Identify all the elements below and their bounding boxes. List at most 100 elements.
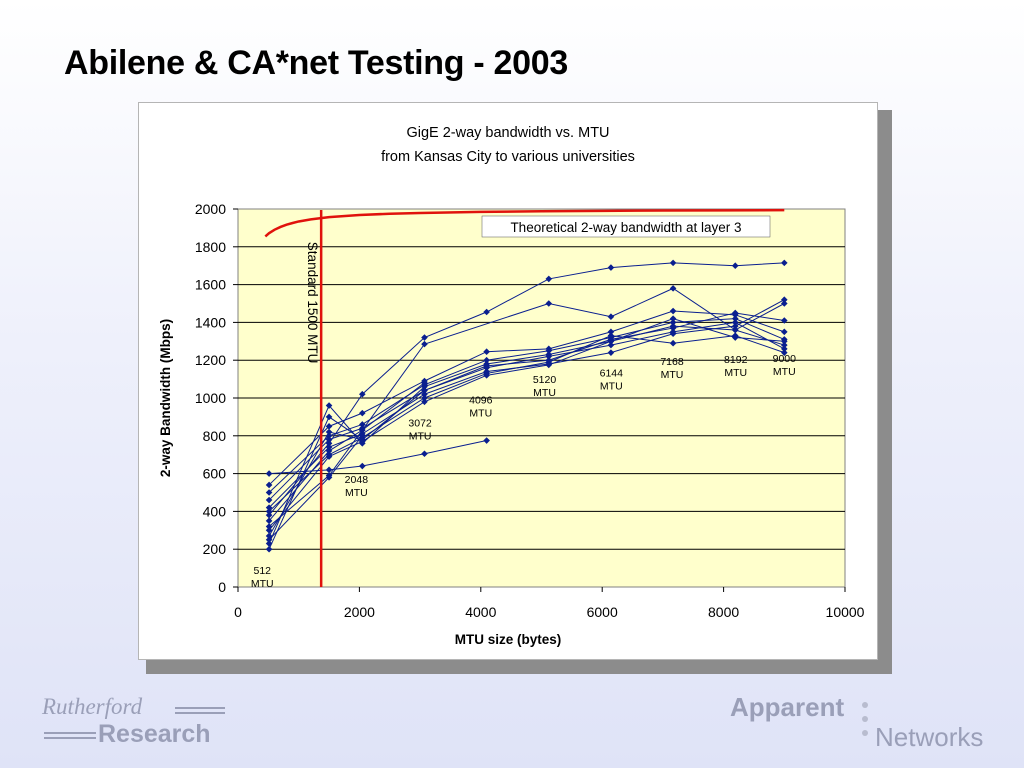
data-point: [545, 361, 553, 369]
data-point: [359, 426, 366, 434]
series-line: [268, 321, 785, 550]
mtu-annotation: 6144: [600, 367, 624, 379]
standard-mtu-label: Standard 1500 MTU: [305, 242, 320, 364]
data-point: [731, 334, 739, 341]
x-axis-label: MTU size (bytes): [455, 632, 562, 647]
data-point: [265, 496, 273, 504]
mtu-annotation: 7168: [660, 356, 684, 368]
data-point: [545, 300, 553, 307]
data-point: [325, 428, 333, 436]
bandwidth-chart: GigE 2-way bandwidth vs. MTU from Kansas …: [158, 125, 865, 647]
y-tick-label: 2000: [195, 201, 226, 217]
data-point: [265, 511, 273, 519]
mtu-annotation: 9000: [773, 353, 797, 365]
mtu-annotation: MTU: [409, 430, 432, 442]
data-point: [265, 523, 273, 530]
mtu-annotation: 3072: [408, 417, 432, 429]
chart-frame: GigE 2-way bandwidth vs. MTU from Kansas …: [138, 102, 878, 660]
x-tick-label: 0: [234, 604, 242, 620]
mtu-annotation: MTU: [469, 408, 492, 420]
logo-dot: [862, 716, 868, 722]
data-point: [483, 348, 490, 355]
data-point: [669, 319, 677, 326]
data-point: [325, 474, 333, 481]
theoretical-label-box: [481, 215, 771, 238]
data-point: [669, 307, 677, 315]
mtu-annotation: MTU: [251, 578, 274, 590]
data-point: [359, 432, 366, 440]
data-point: [421, 390, 428, 398]
data-point: [545, 347, 553, 355]
data-point: [325, 436, 333, 443]
data-point: [669, 330, 677, 338]
data-point: [781, 300, 788, 307]
data-point: [265, 508, 273, 515]
x-tick-label: 8000: [708, 604, 739, 620]
data-point: [669, 285, 677, 292]
chart-title: GigE 2-way bandwidth vs. MTU: [406, 125, 609, 141]
data-point: [421, 379, 428, 387]
data-point: [669, 259, 677, 267]
mtu-annotation: MTU: [724, 367, 747, 379]
data-point: [421, 334, 428, 341]
x-tick-label: 10000: [826, 604, 865, 620]
data-point: [265, 536, 273, 544]
rutherford-research-logo: Rutherford Research: [40, 692, 240, 752]
theoretical-label: Theoretical 2-way bandwidth at layer 3: [510, 220, 741, 235]
data-point: [731, 319, 739, 326]
series-line: [268, 312, 785, 501]
logo-line: [175, 707, 225, 709]
series-line: [268, 382, 425, 527]
chart-subtitle: from Kansas City to various universities: [381, 149, 635, 165]
data-point: [781, 341, 788, 349]
data-point: [669, 324, 677, 332]
data-point: [325, 447, 333, 455]
mtu-annotation: MTU: [533, 387, 556, 399]
data-point: [781, 345, 788, 353]
data-point: [359, 462, 366, 470]
data-point: [325, 423, 333, 430]
data-point: [359, 390, 366, 398]
mtu-annotation: MTU: [773, 366, 796, 378]
data-point: [731, 315, 739, 322]
data-point: [359, 421, 366, 428]
logo-dot: [862, 730, 868, 736]
data-point: [421, 387, 428, 394]
mtu-annotation: 2048: [345, 474, 369, 486]
data-point: [421, 394, 428, 402]
data-point: [781, 328, 788, 336]
series-line: [268, 262, 785, 516]
mtu-annotation: MTU: [661, 369, 684, 381]
data-point: [325, 440, 333, 447]
slide-title: Abilene & CA*net Testing - 2003: [64, 44, 568, 82]
apparent-networks-logo: Apparent Networks: [720, 690, 1010, 760]
x-tick-label: 2000: [344, 604, 375, 620]
data-point: [607, 313, 615, 321]
data-point: [607, 341, 615, 349]
data-point: [483, 362, 490, 370]
data-point: [325, 453, 333, 460]
data-point: [669, 339, 677, 347]
data-point: [359, 436, 366, 443]
mtu-annotation: MTU: [345, 487, 368, 499]
series-line: [268, 318, 785, 531]
mtu-annotation: MTU: [600, 380, 623, 392]
data-point: [325, 466, 333, 474]
y-tick-label: 1600: [195, 277, 226, 293]
mtu-annotation: 5120: [533, 374, 557, 386]
data-point: [781, 317, 788, 324]
y-tick-label: 1200: [195, 352, 226, 368]
logo-research-text: Research: [98, 720, 211, 748]
data-point: [483, 308, 490, 316]
data-point: [421, 398, 428, 406]
logo-dot: [862, 702, 868, 708]
data-point: [265, 532, 273, 540]
y-tick-label: 800: [203, 428, 227, 444]
data-point: [669, 315, 677, 322]
data-point: [265, 545, 273, 553]
data-point: [265, 470, 273, 477]
logo-line: [175, 712, 225, 714]
data-point: [607, 328, 615, 336]
y-tick-label: 400: [203, 503, 227, 519]
y-tick-label: 1400: [195, 314, 226, 330]
